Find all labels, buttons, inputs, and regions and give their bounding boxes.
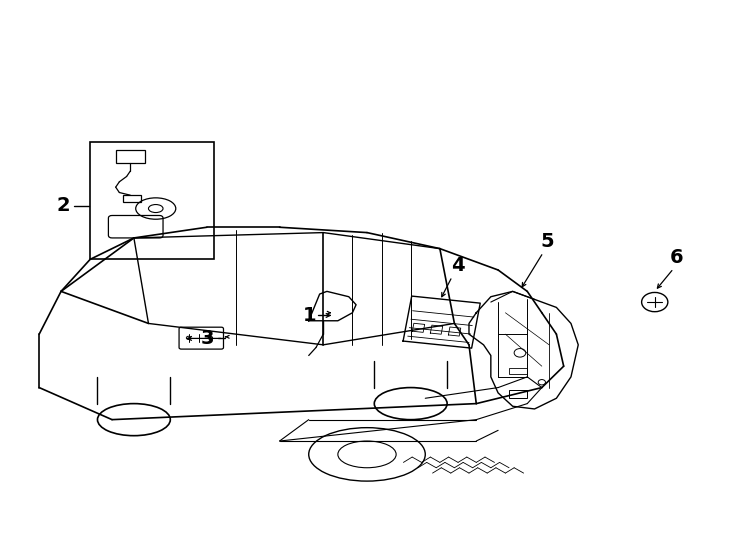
Text: 3: 3 <box>200 329 214 348</box>
Text: 1: 1 <box>302 306 316 325</box>
Bar <box>509 368 527 374</box>
Bar <box>123 195 141 201</box>
Text: 4: 4 <box>451 256 465 275</box>
Bar <box>509 390 527 399</box>
Text: 6: 6 <box>670 248 683 267</box>
Text: 2: 2 <box>57 197 70 215</box>
Bar <box>116 150 145 163</box>
Text: 5: 5 <box>541 232 554 251</box>
